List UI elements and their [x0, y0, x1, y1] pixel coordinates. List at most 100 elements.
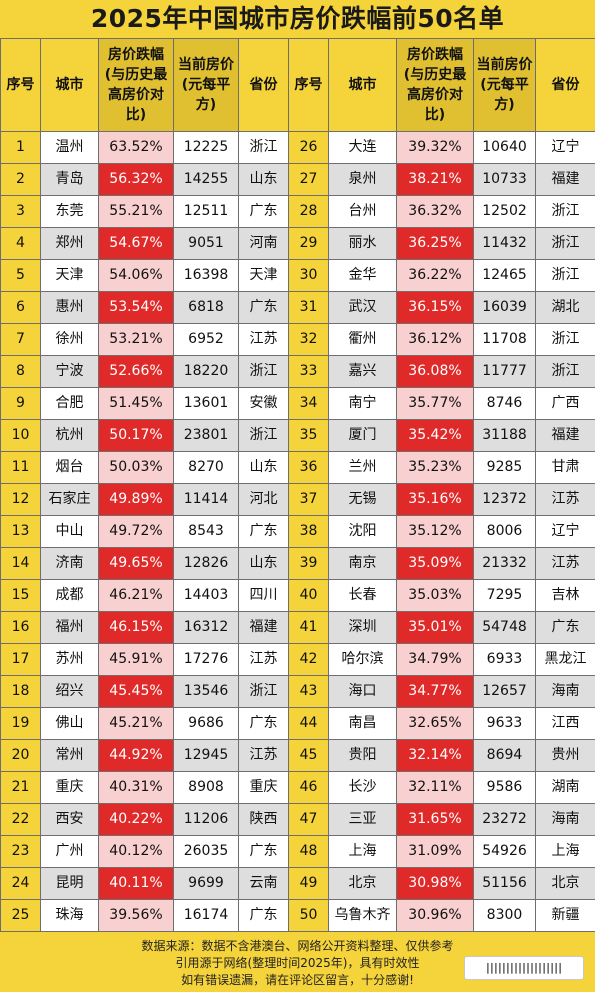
cell-drop: 44.92%	[98, 739, 174, 772]
page-title: 2025年中国城市房价跌幅前50名单	[90, 4, 505, 33]
cell-price: 9285	[473, 451, 536, 484]
cell-city: 温州	[40, 131, 99, 164]
table-row: 12 石家庄 49.89% 11414 河北 37 无锡 35.16% 12372 江苏	[0, 483, 595, 516]
cell-seq: 15	[0, 579, 41, 612]
cell-city: 珠海	[40, 899, 99, 932]
cell-seq: 37	[288, 483, 329, 516]
table-row: 18 绍兴 45.45% 13546 浙江 43 海口 34.77% 12657 海南	[0, 675, 595, 708]
cell-drop: 54.06%	[98, 259, 174, 292]
cell-seq: 13	[0, 515, 41, 548]
cell-drop: 36.25%	[396, 227, 474, 260]
cell-price: 16312	[173, 611, 239, 644]
cell-city: 佛山	[40, 707, 99, 740]
cell-seq: 16	[0, 611, 41, 644]
cell-province: 广东	[238, 835, 289, 868]
cell-province: 福建	[535, 419, 595, 452]
cell-province: 湖南	[535, 771, 595, 804]
cell-seq: 48	[288, 835, 329, 868]
cell-seq: 10	[0, 419, 41, 452]
cell-price: 9699	[173, 867, 239, 900]
cell-price: 13546	[173, 675, 239, 708]
cell-city: 厦门	[328, 419, 397, 452]
cell-seq: 49	[288, 867, 329, 900]
cell-drop: 35.03%	[396, 579, 474, 612]
cell-city: 杭州	[40, 419, 99, 452]
header-seq: 序号	[288, 38, 329, 132]
cell-drop: 35.01%	[396, 611, 474, 644]
cell-drop: 35.09%	[396, 547, 474, 580]
cell-province: 河北	[238, 483, 289, 516]
cell-city: 贵阳	[328, 739, 397, 772]
cell-city: 衢州	[328, 323, 397, 356]
cell-city: 烟台	[40, 451, 99, 484]
cell-drop: 40.11%	[98, 867, 174, 900]
table-row: 13 中山 49.72% 8543 广东 38 沈阳 35.12% 8006 辽宁	[0, 515, 595, 548]
cell-price: 12657	[473, 675, 536, 708]
table-row: 17 苏州 45.91% 17276 江苏 42 哈尔滨 34.79% 6933 黑龙江	[0, 643, 595, 676]
table-row: 10 杭州 50.17% 23801 浙江 35 厦门 35.42% 31188 福建	[0, 419, 595, 452]
cell-city: 西安	[40, 803, 99, 836]
cell-seq: 39	[288, 547, 329, 580]
header-price: 当前房价(元每平方)	[173, 38, 239, 132]
cell-city: 大连	[328, 131, 397, 164]
cell-province: 山东	[238, 547, 289, 580]
cell-price: 11777	[473, 355, 536, 388]
cell-drop: 35.77%	[396, 387, 474, 420]
cell-price: 8006	[473, 515, 536, 548]
watermark-badge: |||||||||||||||||||	[464, 956, 584, 980]
cell-province: 浙江	[535, 195, 595, 228]
cell-city: 台州	[328, 195, 397, 228]
cell-province: 辽宁	[535, 131, 595, 164]
cell-city: 哈尔滨	[328, 643, 397, 676]
cell-city: 泉州	[328, 163, 397, 196]
header-province: 省份	[535, 38, 595, 132]
cell-province: 广东	[238, 899, 289, 932]
cell-province: 广东	[238, 291, 289, 324]
cell-drop: 52.66%	[98, 355, 174, 388]
cell-seq: 30	[288, 259, 329, 292]
cell-price: 23272	[473, 803, 536, 836]
cell-seq: 22	[0, 803, 41, 836]
cell-seq: 25	[0, 899, 41, 932]
cell-province: 广东	[238, 515, 289, 548]
cell-city: 北京	[328, 867, 397, 900]
cell-price: 12511	[173, 195, 239, 228]
cell-drop: 30.98%	[396, 867, 474, 900]
cell-seq: 9	[0, 387, 41, 420]
cell-city: 郑州	[40, 227, 99, 260]
cell-price: 12502	[473, 195, 536, 228]
cell-seq: 31	[288, 291, 329, 324]
cell-drop: 36.32%	[396, 195, 474, 228]
cell-seq: 26	[288, 131, 329, 164]
cell-province: 山东	[238, 163, 289, 196]
cell-drop: 40.12%	[98, 835, 174, 868]
cell-seq: 24	[0, 867, 41, 900]
cell-province: 北京	[535, 867, 595, 900]
cell-city: 嘉兴	[328, 355, 397, 388]
cell-city: 东莞	[40, 195, 99, 228]
cell-seq: 43	[288, 675, 329, 708]
cell-seq: 34	[288, 387, 329, 420]
cell-province: 江苏	[238, 323, 289, 356]
table-row: 9 合肥 51.45% 13601 安徽 34 南宁 35.77% 8746 广西	[0, 387, 595, 420]
cell-price: 23801	[173, 419, 239, 452]
cell-price: 8543	[173, 515, 239, 548]
cell-price: 54748	[473, 611, 536, 644]
cell-province: 天津	[238, 259, 289, 292]
cell-seq: 11	[0, 451, 41, 484]
cell-seq: 5	[0, 259, 41, 292]
cell-province: 重庆	[238, 771, 289, 804]
cell-drop: 50.03%	[98, 451, 174, 484]
cell-city: 宁波	[40, 355, 99, 388]
cell-price: 12826	[173, 547, 239, 580]
table-row: 23 广州 40.12% 26035 广东 48 上海 31.09% 54926 上海	[0, 835, 595, 868]
cell-drop: 32.11%	[396, 771, 474, 804]
cell-price: 13601	[173, 387, 239, 420]
cell-province: 河南	[238, 227, 289, 260]
cell-province: 四川	[238, 579, 289, 612]
table-row: 19 佛山 45.21% 9686 广东 44 南昌 32.65% 9633 江西	[0, 707, 595, 740]
cell-province: 新疆	[535, 899, 595, 932]
cell-city: 成都	[40, 579, 99, 612]
cell-price: 7295	[473, 579, 536, 612]
cell-city: 苏州	[40, 643, 99, 676]
